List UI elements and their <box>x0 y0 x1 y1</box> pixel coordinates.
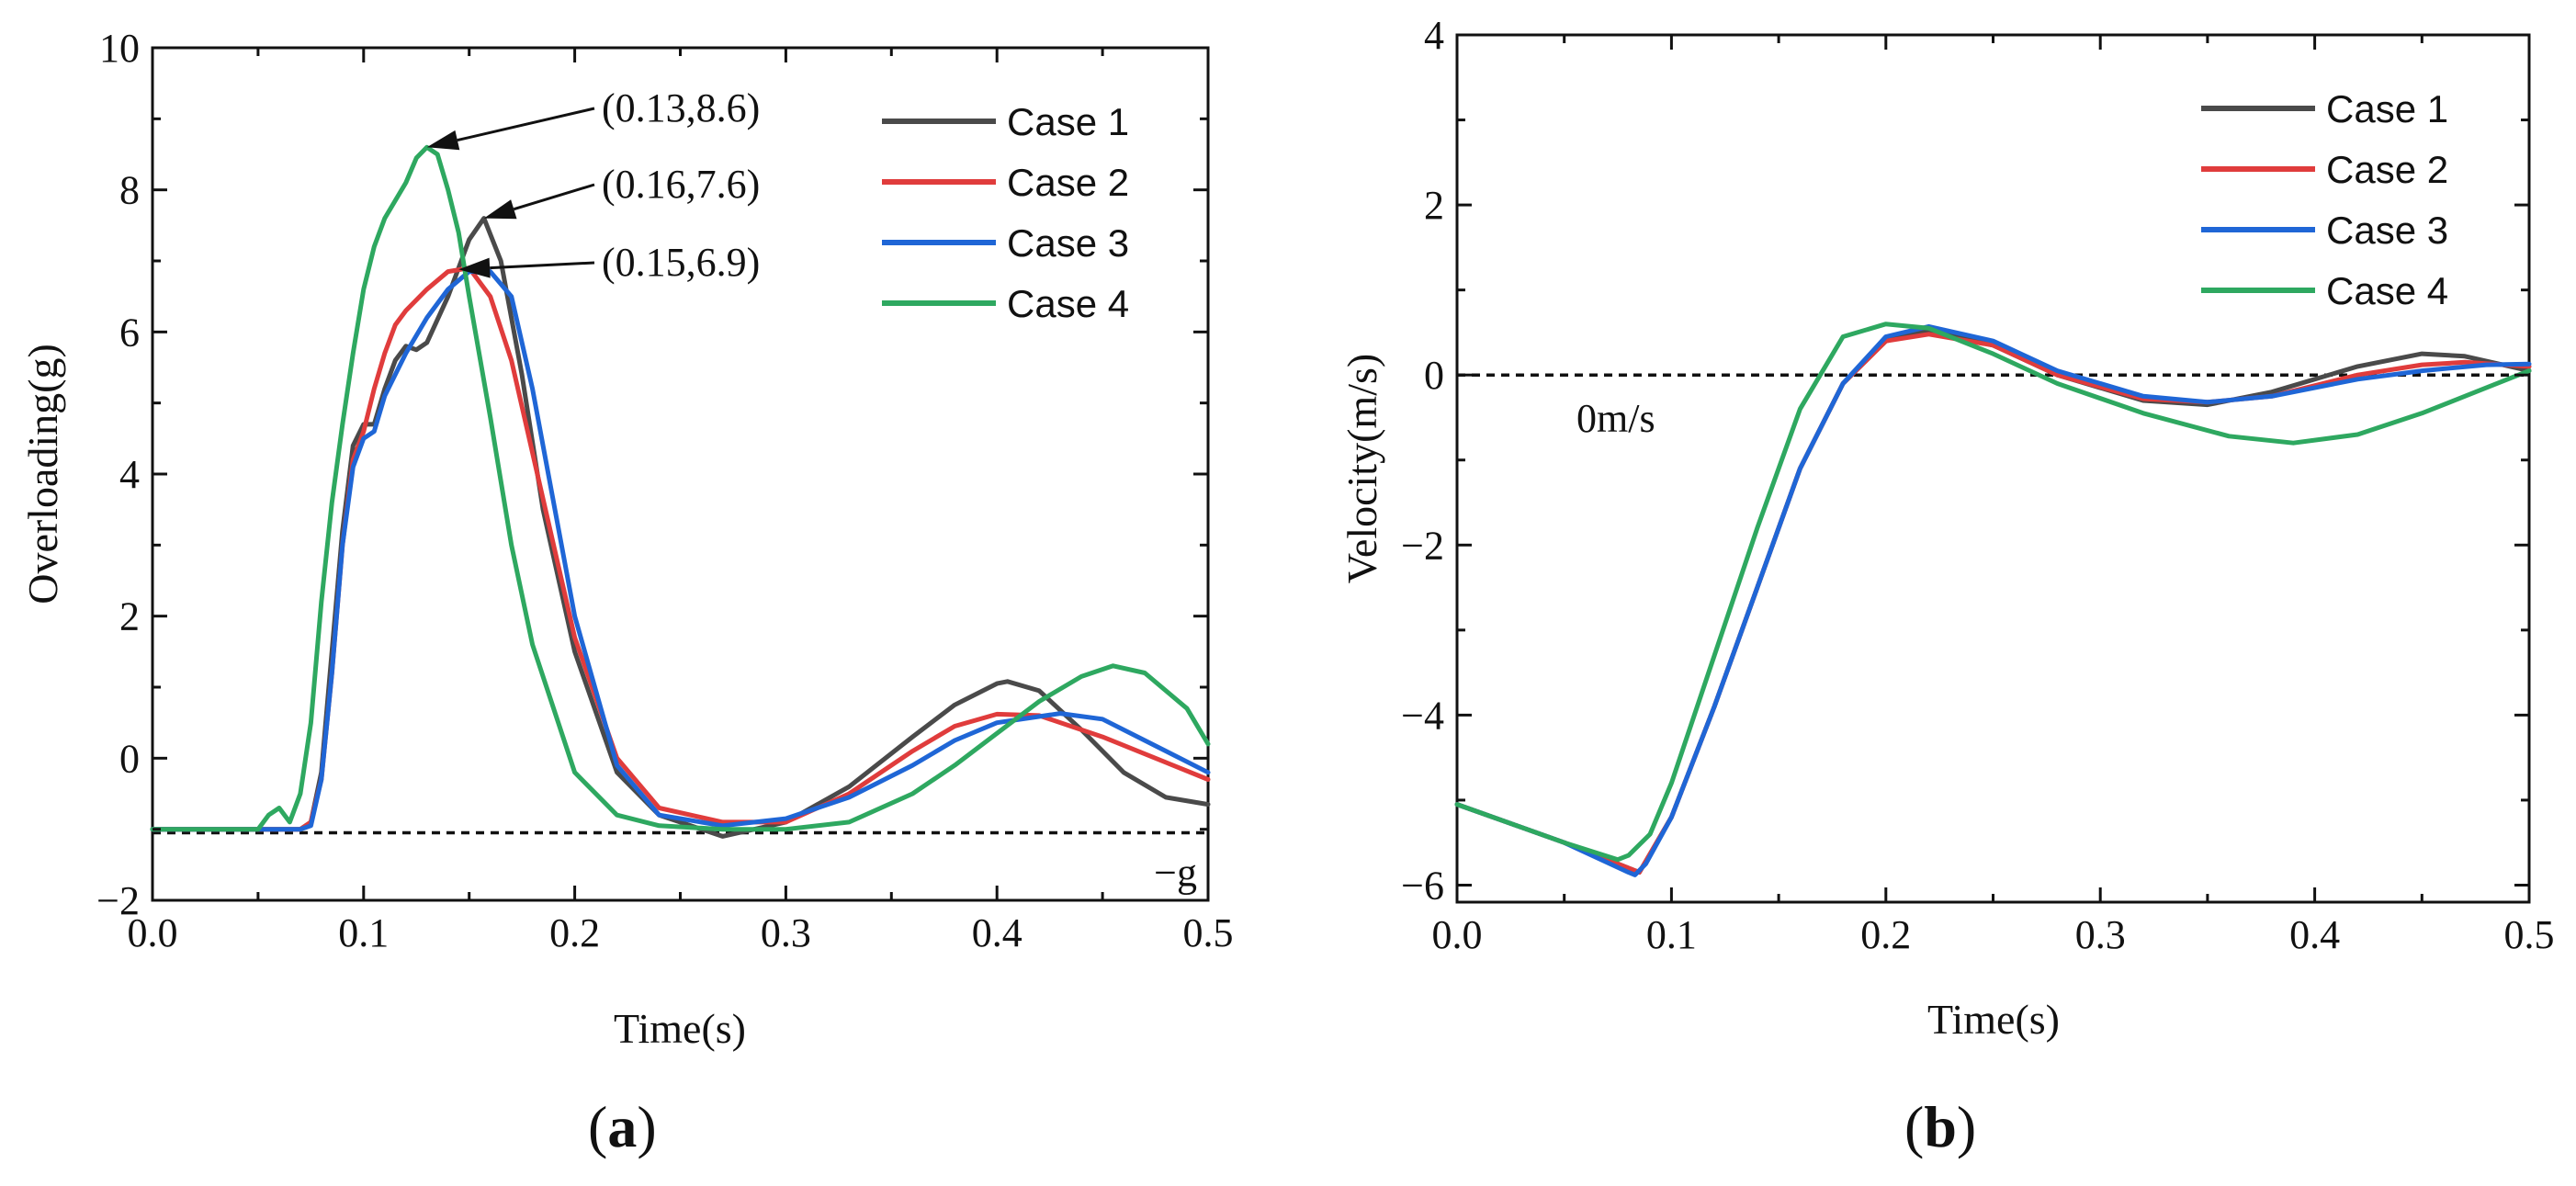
panel-b-x-tick-label: 0.4 <box>2289 912 2340 957</box>
panel-b-y-tick-label: −4 <box>1401 693 1444 738</box>
panel-a-legend-label-case-2: Case 2 <box>1007 161 1129 204</box>
panel-a-annotation-label: (0.16,7.6) <box>602 162 760 207</box>
panel-b-legend-label-case-4: Case 4 <box>2326 269 2448 312</box>
panel-b-x-axis-title: Time(s) <box>1927 996 2060 1043</box>
panel-b-series <box>1454 322 2532 877</box>
panel-a-reference-label: −g <box>1154 851 1197 896</box>
panel-b-y-tick-label: 4 <box>1424 13 1444 58</box>
panel-b-y-tick-label: 2 <box>1424 183 1444 228</box>
panel-a-series-line-case-3 <box>150 269 1211 832</box>
panel-a-overloading-chart: −g 0.0 0.1 0.2 0.3 0.4 0.5 −2 0 2 4 6 8 10 (0.13,8.6… <box>19 26 1234 1159</box>
panel-b-series-line-case-4 <box>1454 322 2532 863</box>
panel-b-label-close: ) <box>1957 1094 1976 1159</box>
panel-b-x-tick-label: 0.3 <box>2075 912 2126 957</box>
panel-b-y-axis-title: Velocity(m/s) <box>1339 354 1385 583</box>
panel-a-series-line-case-4 <box>150 144 1211 832</box>
panel-a-annotation-arrowhead <box>458 257 491 278</box>
panel-a-x-axis-title: Time(s) <box>614 1005 746 1052</box>
panel-a-legend-label-case-3: Case 3 <box>1007 221 1129 265</box>
panel-a-annotation-label: (0.13,8.6) <box>602 85 760 130</box>
panel-a-legend-label-case-1: Case 1 <box>1007 100 1129 143</box>
panel-a-label-open: ( <box>588 1094 607 1159</box>
panel-a-y-tick-label: −2 <box>96 878 140 923</box>
panel-a-x-tick-label: 0.4 <box>972 910 1022 955</box>
panel-a-x-tick-label: 0.0 <box>128 910 178 955</box>
panel-a-annotation-arrow-line <box>513 183 595 211</box>
panel-b-legend-label-case-1: Case 1 <box>2326 87 2448 130</box>
panel-a-label: (a) <box>588 1094 657 1159</box>
panel-a-label-letter: a <box>607 1094 637 1159</box>
panel-a-y-axis-title: Overloading(g) <box>19 344 66 604</box>
panel-a-x-tick-label: 0.1 <box>338 910 389 955</box>
panel-b-ticks: 0.0 0.1 0.2 0.3 0.4 0.5 −6 −4 −2 0 2 4 <box>1401 13 2554 957</box>
panel-b-x-tick-label: 0.5 <box>2504 912 2555 957</box>
panel-b-label: (b) <box>1904 1094 1976 1159</box>
panel-a-legend-label-case-4: Case 4 <box>1007 282 1129 325</box>
panel-b-x-tick-label: 0.1 <box>1646 912 1697 957</box>
panel-a-y-tick-label: 4 <box>119 452 140 497</box>
panel-b-y-tick-label: 0 <box>1424 353 1444 398</box>
panel-b-legend-label-case-2: Case 2 <box>2326 148 2448 191</box>
panel-a-x-tick-label: 0.5 <box>1183 910 1234 955</box>
panel-b-x-tick-label: 0.0 <box>1432 912 1483 957</box>
panel-b-reference-line: 0m/s <box>1457 373 2529 441</box>
panel-a-series-line-case-2 <box>150 265 1211 832</box>
panel-b-legend-label-case-3: Case 3 <box>2326 209 2448 252</box>
panel-a-label-close: ) <box>637 1094 656 1159</box>
panel-a-y-tick-label: 8 <box>119 168 140 213</box>
panel-a-reference-line: −g <box>153 830 1208 896</box>
panel-b-label-open: ( <box>1904 1094 1924 1159</box>
panel-a-annotation-arrow-line <box>490 261 595 270</box>
panel-a-annotation-arrowhead <box>483 199 517 220</box>
panel-b-label-letter: b <box>1924 1094 1957 1159</box>
panel-a-x-tick-label: 0.2 <box>549 910 600 955</box>
panel-b-legend: Case 1 Case 2 Case 3 Case 4 <box>2201 87 2448 312</box>
panel-a-legend: Case 1 Case 2 Case 3 Case 4 <box>882 100 1129 325</box>
panel-b-series-line-case-3 <box>1454 323 2532 877</box>
panel-b-x-tick-label: 0.2 <box>1860 912 1911 957</box>
panel-b-y-tick-label: −6 <box>1401 863 1444 908</box>
panel-b-reference-label: 0m/s <box>1576 396 1655 441</box>
panel-a-y-tick-label: 10 <box>99 26 140 71</box>
panel-a-y-tick-label: 2 <box>119 594 140 639</box>
panel-a-annotation-label: (0.15,6.9) <box>602 240 760 285</box>
panel-a-annotations: (0.13,8.6) (0.16,7.6) (0.15,6.9) <box>426 85 760 285</box>
panel-a-y-tick-label: 0 <box>119 736 140 781</box>
panel-a-y-tick-label: 6 <box>119 310 140 355</box>
panel-a-annotation-arrowhead <box>426 130 460 151</box>
panel-a-x-tick-label: 0.3 <box>761 910 811 955</box>
panel-b-y-tick-label: −2 <box>1401 523 1444 568</box>
panel-a-ticks: 0.0 0.1 0.2 0.3 0.4 0.5 −2 0 2 4 6 8 10 <box>96 26 1233 955</box>
panel-a-annotation-arrow-line <box>457 107 595 142</box>
